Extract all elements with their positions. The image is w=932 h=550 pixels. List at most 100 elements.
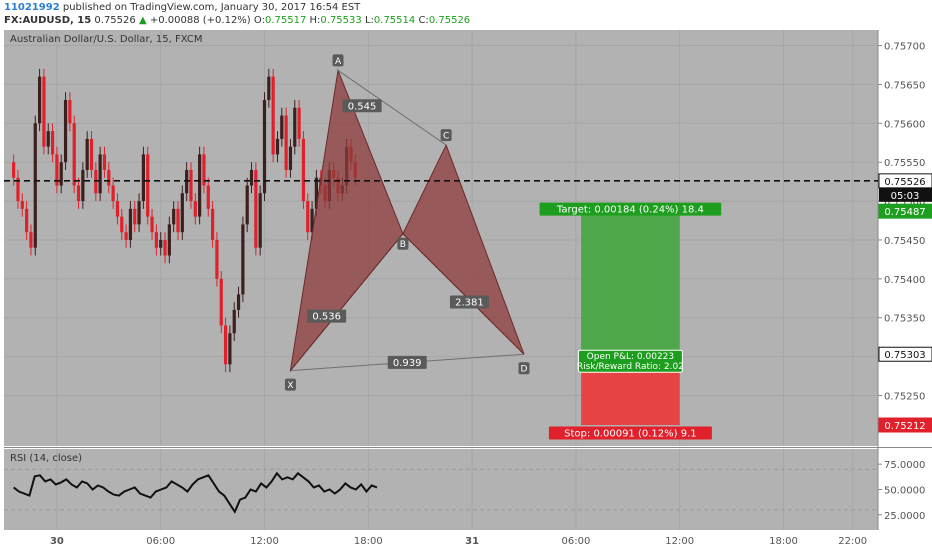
candle-body (63, 99, 68, 163)
ratio-label-bg (307, 309, 347, 323)
open-label: O: (253, 15, 265, 26)
pattern-point-x-bg (284, 378, 296, 391)
pattern-point-a: A (335, 57, 342, 67)
y-tick-label: 0.75650 (884, 80, 925, 91)
x-tick-label: 18:00 (354, 536, 383, 547)
candle-body (55, 154, 59, 186)
x-tick-label: 06:00 (561, 536, 590, 547)
price-badge-label: 0.75487 (884, 207, 925, 218)
y-tick-label: 0.75400 (884, 275, 925, 286)
candle-body (59, 162, 63, 186)
low-value: 0.75514 (373, 15, 416, 26)
candle-body (167, 224, 171, 256)
ratio-label: 0.545 (348, 101, 377, 112)
y-tick-label: 0.75250 (884, 391, 925, 402)
candle-body (38, 76, 42, 124)
candle-body (42, 76, 46, 147)
target-zone[interactable] (581, 211, 680, 355)
candle-body (68, 99, 72, 124)
rsi-panel[interactable] (4, 449, 878, 530)
candle-body (85, 138, 89, 170)
high-value: 0.75533 (320, 15, 362, 26)
x-tick-label: 31 (465, 536, 479, 547)
pattern-point-a-bg (332, 54, 344, 67)
candle-body (198, 154, 202, 217)
ratio-label-bg (387, 355, 427, 369)
pattern-point-x: X (287, 381, 293, 391)
candle-body (172, 208, 176, 225)
candle-body (219, 278, 223, 326)
candle-body (16, 177, 20, 202)
candle-body (288, 146, 293, 170)
candle-body (102, 154, 107, 170)
ohlc-line: FX:AUDUSD, 15 0.75526 ▲ +0.00088 (+0.12%… (4, 15, 470, 26)
pattern-point-c: C (443, 132, 449, 142)
countdown-label: 05:03 (891, 191, 920, 202)
y-tick-label: 0.75450 (884, 236, 925, 247)
candle-body (120, 216, 124, 233)
candle-body (297, 107, 301, 139)
pattern-ac-line (337, 70, 447, 146)
candle-body (258, 193, 262, 248)
pattern-bd-line (402, 233, 525, 355)
chart-title: Australian Dollar/U.S. Dollar, 15, FXCM (10, 34, 202, 45)
candle-body (236, 294, 241, 310)
candle-body (254, 169, 258, 248)
candle-body (12, 162, 16, 178)
candle-body (98, 154, 102, 194)
publish-line: 11021992 published on TradingView.com, J… (4, 2, 360, 13)
price-axis[interactable] (878, 30, 932, 530)
pattern-point-d: D (521, 365, 528, 375)
y-tick-label: 0.75500 (884, 197, 925, 208)
rsi-tick-label: 25.0000 (884, 511, 925, 522)
rsi-tick-label: 50.0000 (884, 486, 925, 497)
x-tick-label: 12:00 (665, 536, 694, 547)
pattern-point-b-bg (397, 237, 409, 250)
candle-body (202, 154, 206, 186)
rsi-tick-label: 75.0000 (884, 460, 925, 471)
candle-body (301, 138, 306, 202)
candle-body (133, 208, 137, 225)
candle-body (20, 201, 24, 209)
candle-body (280, 115, 284, 139)
candle-body (159, 239, 163, 248)
ratio-label: 2.381 (455, 297, 484, 308)
candle-body (81, 169, 85, 202)
y-tick-label: 0.75350 (884, 314, 925, 325)
x-tick-label: 18:00 (769, 536, 798, 547)
open-pnl-label: Open P&L: 0.00223 (587, 352, 674, 362)
ratio-label: 0.939 (393, 358, 422, 369)
candle-body (189, 169, 193, 202)
candle-body (180, 193, 184, 233)
published-text: published on TradingView.com, January 30… (62, 2, 361, 13)
time-axis[interactable] (0, 530, 932, 550)
candle-body (141, 154, 145, 202)
current-price-label: 0.75526 (884, 177, 925, 188)
pattern-xab (289, 68, 404, 373)
candle-body (232, 309, 236, 334)
candle-body (249, 169, 254, 186)
candle-body (215, 239, 219, 279)
candle-body (146, 154, 150, 217)
candle-body (46, 131, 50, 147)
pattern-point-d-bg (518, 362, 530, 375)
candle-body (271, 76, 275, 155)
stop-label-bg (548, 426, 712, 440)
candle-body (228, 333, 232, 365)
candle-body (310, 208, 314, 233)
pattern-xb-line (290, 233, 404, 371)
candle-body (107, 169, 111, 186)
candle-body (72, 123, 76, 186)
close-label: C: (418, 15, 429, 26)
up-arrow-icon: ▲ (138, 15, 147, 26)
rsi-line (13, 471, 378, 514)
author-link[interactable]: 11021992 (4, 2, 60, 13)
target-label-bg (539, 202, 722, 216)
candle-body (314, 177, 318, 209)
candle-body (241, 224, 245, 295)
candle-body (163, 239, 167, 256)
candle-body (115, 201, 120, 217)
candle-body (89, 138, 94, 170)
rsi-label: RSI (14, close) (10, 453, 82, 464)
